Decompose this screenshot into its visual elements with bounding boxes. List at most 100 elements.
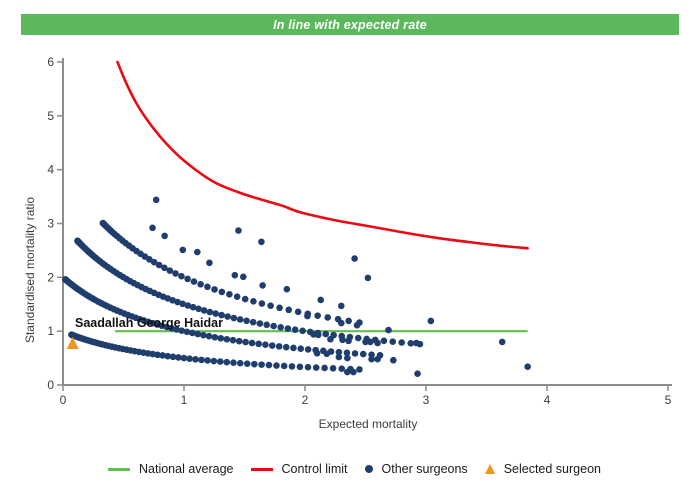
other-surgeon-dot[interactable] — [350, 368, 357, 376]
other-surgeon-dot[interactable] — [206, 308, 214, 316]
other-surgeon-dot[interactable] — [164, 352, 172, 360]
other-surgeon-dot[interactable] — [317, 296, 325, 304]
other-surgeon-dot[interactable] — [243, 317, 250, 325]
other-surgeon-dot[interactable] — [390, 356, 397, 364]
other-surgeon-dot[interactable] — [184, 302, 192, 309]
other-surgeon-dot[interactable] — [161, 264, 168, 272]
other-surgeon-dot[interactable] — [256, 320, 264, 327]
other-surgeon-dot[interactable] — [189, 303, 197, 311]
other-surgeon-dot[interactable] — [174, 298, 181, 306]
other-surgeon-dot[interactable] — [166, 267, 174, 274]
other-surgeon-dot[interactable] — [149, 350, 157, 358]
other-surgeon-dot[interactable] — [344, 354, 351, 362]
other-surgeon-dot[interactable] — [283, 285, 291, 293]
other-surgeon-dot[interactable] — [310, 331, 317, 338]
other-surgeon-dot[interactable] — [296, 363, 304, 371]
other-surgeon-dot[interactable] — [329, 365, 337, 372]
other-surgeon-dot[interactable] — [169, 353, 177, 361]
other-surgeon-dot[interactable] — [249, 318, 257, 326]
other-surgeon-dot[interactable] — [242, 338, 249, 346]
other-surgeon-dot[interactable] — [155, 261, 163, 269]
other-surgeon-dot[interactable] — [280, 362, 288, 370]
other-surgeon-dot[interactable] — [338, 365, 346, 373]
other-surgeon-dot[interactable] — [223, 358, 231, 366]
other-surgeon-dot[interactable] — [282, 343, 290, 351]
other-surgeon-dot[interactable] — [335, 348, 343, 356]
other-surgeon-dot[interactable] — [251, 360, 258, 368]
other-surgeon-dot[interactable] — [380, 337, 388, 345]
other-surgeon-dot[interactable] — [343, 349, 351, 357]
other-surgeon-dot[interactable] — [338, 302, 345, 310]
other-surgeon-dot[interactable] — [204, 357, 211, 364]
other-surgeon-dot[interactable] — [248, 339, 256, 347]
other-surgeon-dot[interactable] — [276, 304, 283, 312]
other-surgeon-dot[interactable] — [179, 246, 187, 254]
other-surgeon-dot[interactable] — [262, 341, 269, 349]
other-surgeon-dot[interactable] — [389, 338, 397, 345]
other-surgeon-dot[interactable] — [351, 350, 359, 357]
other-surgeon-dot[interactable] — [175, 354, 182, 361]
other-surgeon-dot[interactable] — [197, 280, 204, 288]
other-surgeon-dot[interactable] — [285, 306, 293, 314]
other-surgeon-dot[interactable] — [335, 353, 343, 361]
other-surgeon-dot[interactable] — [184, 275, 191, 283]
other-surgeon-dot[interactable] — [297, 345, 305, 352]
other-surgeon-dot[interactable] — [273, 362, 280, 369]
other-surgeon-dot[interactable] — [263, 321, 270, 329]
other-surgeon-dot[interactable] — [173, 326, 180, 333]
other-surgeon-dot[interactable] — [186, 355, 193, 362]
other-surgeon-dot[interactable] — [299, 327, 306, 335]
other-surgeon-dot[interactable] — [327, 335, 334, 343]
other-surgeon-dot[interactable] — [243, 360, 251, 367]
other-surgeon-dot[interactable] — [194, 248, 201, 256]
other-surgeon-dot[interactable] — [178, 327, 186, 334]
other-surgeon-dot[interactable] — [312, 364, 320, 371]
other-surgeon-dot[interactable] — [230, 314, 238, 322]
other-surgeon-dot[interactable] — [270, 322, 277, 330]
other-surgeon-dot[interactable] — [211, 286, 218, 293]
other-surgeon-dot[interactable] — [239, 273, 247, 281]
other-surgeon-dot[interactable] — [290, 344, 297, 352]
other-surgeon-dot[interactable] — [353, 321, 361, 329]
other-surgeon-dot[interactable] — [304, 312, 311, 320]
other-surgeon-dot[interactable] — [236, 316, 244, 323]
other-surgeon-dot[interactable] — [159, 352, 166, 359]
other-surgeon-dot[interactable] — [277, 324, 284, 331]
other-surgeon-dot[interactable] — [524, 363, 531, 370]
other-surgeon-dot[interactable] — [284, 325, 292, 332]
other-surgeon-dot[interactable] — [195, 305, 202, 313]
other-surgeon-dot[interactable] — [230, 359, 237, 366]
other-surgeon-dot[interactable] — [304, 363, 312, 371]
other-surgeon-dot[interactable] — [275, 343, 283, 350]
other-surgeon-dot[interactable] — [259, 282, 266, 289]
other-surgeon-dot[interactable] — [212, 310, 219, 317]
other-surgeon-dot[interactable] — [258, 300, 266, 307]
other-surgeon-dot[interactable] — [224, 313, 231, 320]
other-surgeon-dot[interactable] — [385, 326, 392, 334]
other-surgeon-dot[interactable] — [258, 361, 265, 368]
other-surgeon-dot[interactable] — [218, 288, 226, 296]
other-surgeon-dot[interactable] — [226, 291, 233, 298]
other-surgeon-dot[interactable] — [288, 363, 296, 370]
other-surgeon-dot[interactable] — [322, 330, 330, 338]
other-surgeon-dot[interactable] — [233, 293, 241, 301]
other-surgeon-dot[interactable] — [229, 336, 237, 344]
other-surgeon-dot[interactable] — [172, 270, 179, 277]
other-surgeon-dot[interactable] — [231, 271, 239, 279]
other-surgeon-dot[interactable] — [255, 340, 262, 348]
other-surgeon-dot[interactable] — [146, 256, 153, 263]
other-surgeon-dot[interactable] — [216, 358, 224, 365]
other-surgeon-dot[interactable] — [398, 339, 405, 346]
other-surgeon-dot[interactable] — [200, 331, 207, 339]
other-surgeon-dot[interactable] — [179, 300, 186, 308]
other-surgeon-dot[interactable] — [413, 339, 420, 347]
other-surgeon-dot[interactable] — [223, 335, 231, 343]
other-surgeon-dot[interactable] — [313, 349, 321, 357]
other-surgeon-dot[interactable] — [407, 340, 415, 347]
other-surgeon-dot[interactable] — [180, 354, 188, 362]
other-surgeon-dot[interactable] — [268, 342, 276, 349]
selected-surgeon-marker[interactable] — [66, 337, 79, 350]
other-surgeon-dot[interactable] — [168, 324, 175, 332]
other-surgeon-dot[interactable] — [427, 317, 435, 325]
other-surgeon-dot[interactable] — [314, 312, 321, 319]
